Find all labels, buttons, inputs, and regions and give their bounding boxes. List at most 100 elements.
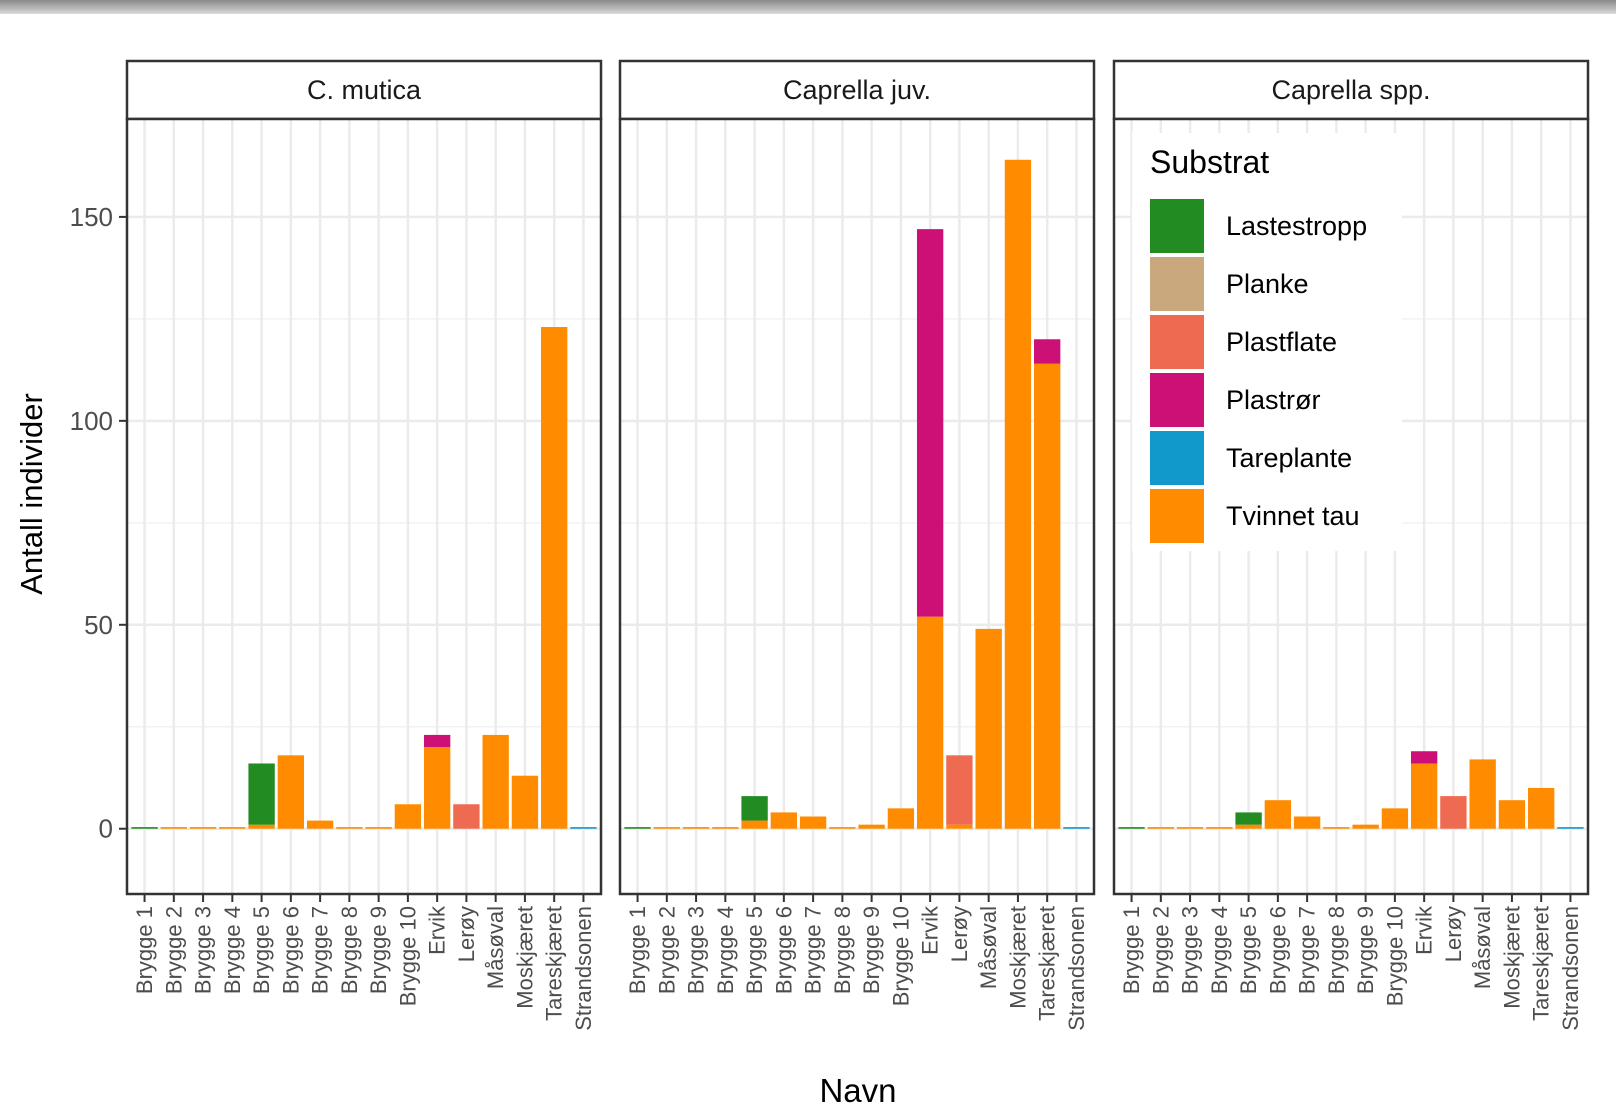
y-tick-label: 0 <box>99 814 113 844</box>
x-tick-label: Brygge 1 <box>1119 906 1144 994</box>
y-tick-label: 50 <box>84 610 113 640</box>
legend-label: Plastrør <box>1226 385 1321 415</box>
x-tick-label: Brygge 3 <box>1178 906 1203 994</box>
x-tick-label: Brygge 4 <box>220 906 245 994</box>
bar-segment <box>829 827 856 829</box>
panel-title: Caprella spp. <box>1271 75 1430 105</box>
x-axis-title: Navn <box>819 1072 896 1109</box>
bar-segment <box>916 616 944 829</box>
y-tick-label: 150 <box>70 202 113 232</box>
x-tick-label: Brygge 8 <box>830 906 855 994</box>
x-tick-label: Brygge 7 <box>308 906 333 994</box>
bar-segment <box>1264 800 1292 829</box>
x-tick-label: Brygge 1 <box>132 906 157 994</box>
bar-segment <box>1118 827 1145 829</box>
bar-segment <box>248 763 275 825</box>
legend-key-swatch <box>1150 489 1204 543</box>
x-tick-label: Strandsonen <box>1558 906 1583 1031</box>
bar-segment <box>1381 808 1409 829</box>
y-axis: 0 50 100 150 <box>70 202 127 844</box>
bar-segment <box>858 824 885 829</box>
bar-segment <box>770 812 798 829</box>
bar-segment <box>394 804 422 829</box>
x-tick-label: Brygge 5 <box>1236 906 1261 994</box>
bar-segment <box>365 827 392 829</box>
bar-segment <box>423 747 451 829</box>
x-tick-label: Tareskjæret <box>542 906 567 1021</box>
bar-segment <box>1235 824 1262 829</box>
bar-segment <box>741 820 768 829</box>
x-tick-label: Brygge 5 <box>249 906 274 994</box>
bar-segment <box>1440 796 1467 829</box>
legend-key-swatch <box>1150 199 1204 253</box>
bar-segment <box>541 327 568 829</box>
x-tick-label: Ervik <box>918 905 943 955</box>
x-tick-label: Brygge 1 <box>625 906 650 994</box>
bar-segment <box>1469 759 1496 829</box>
bar-segment <box>1176 827 1204 829</box>
x-tick-label: Tareskjæret <box>1529 906 1554 1021</box>
bar-segment <box>916 229 944 617</box>
bar-segment <box>653 827 680 829</box>
bar-segment <box>946 824 973 829</box>
bar-segment <box>1206 827 1233 829</box>
x-tick-label: Brygge 7 <box>801 906 826 994</box>
x-tick-label: Brygge 8 <box>337 906 362 994</box>
bar-segment <box>1293 816 1321 829</box>
x-tick-label: Brygge 2 <box>1148 906 1173 994</box>
x-tick-label: Brygge 2 <box>654 906 679 994</box>
bar-segment <box>306 820 334 829</box>
bar-segment <box>1063 827 1090 829</box>
x-tick-label: Strandsonen <box>571 906 596 1031</box>
x-tick-label: Lerøy <box>1441 906 1466 962</box>
bar-segment <box>453 804 480 829</box>
x-tick-label: Brygge 9 <box>1353 906 1378 994</box>
window-top-bar <box>0 0 1616 14</box>
panel-title: C. mutica <box>307 75 422 105</box>
bar-segment <box>1352 824 1379 829</box>
x-tick-label: Moskjæret <box>512 906 537 1009</box>
panel-strip <box>618 59 1096 121</box>
bar-segment <box>1557 827 1584 829</box>
x-tick-label: Brygge 6 <box>278 906 303 994</box>
x-tick-label: Brygge 4 <box>1207 906 1232 994</box>
bar-segment <box>946 755 973 825</box>
legend-key-swatch <box>1150 257 1204 311</box>
panel-plot-area <box>127 119 601 894</box>
bar-segment <box>277 755 305 829</box>
x-tick-label: Brygge 3 <box>684 906 709 994</box>
x-tick-label: Ervik <box>425 905 450 955</box>
panel-border <box>1112 117 1590 896</box>
x-tick-label: Brygge 4 <box>713 906 738 994</box>
x-tick-label: Brygge 6 <box>771 906 796 994</box>
panel-strip <box>1112 59 1590 121</box>
bar-segment <box>160 827 187 829</box>
panel-border <box>618 117 1096 896</box>
bar-segment <box>1034 339 1061 364</box>
bar-segment <box>511 775 539 829</box>
x-tick-label: Brygge 5 <box>742 906 767 994</box>
x-tick-label: Brygge 10 <box>888 906 913 1006</box>
y-tick-label: 100 <box>70 406 113 436</box>
panel-strip <box>125 59 603 121</box>
bar-segment <box>1034 363 1061 829</box>
x-tick-label: Brygge 3 <box>191 906 216 994</box>
bar-segment <box>1410 751 1438 764</box>
bar-segment <box>712 827 739 829</box>
x-tick-label: Måsøval <box>976 906 1001 989</box>
x-tick-label: Brygge 7 <box>1295 906 1320 994</box>
x-tick-label: Ervik <box>1412 905 1437 955</box>
x-tick-label: Tareskjæret <box>1035 906 1060 1021</box>
bar-segment <box>482 734 509 829</box>
bar-segment <box>1498 800 1526 829</box>
bar-segment <box>1004 159 1032 829</box>
x-tick-label: Strandsonen <box>1064 906 1089 1031</box>
x-tick-label: Moskjæret <box>1005 906 1030 1009</box>
bar-segment <box>131 827 158 829</box>
bar-segment <box>570 827 597 829</box>
bar-segment <box>799 816 827 829</box>
x-tick-label: Brygge 6 <box>1265 906 1290 994</box>
bar-segment <box>189 827 217 829</box>
